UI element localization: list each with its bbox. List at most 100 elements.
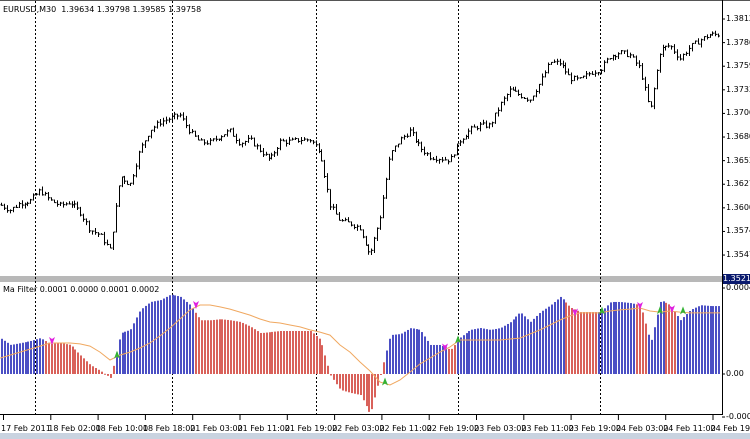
- histogram-bar: [101, 371, 103, 374]
- histogram-bar: [604, 308, 606, 374]
- histogram-bar: [172, 294, 174, 374]
- histogram-bar: [536, 315, 538, 374]
- histogram-bar: [122, 332, 124, 374]
- time-tick-label: 23 Feb 11:00: [521, 424, 574, 433]
- time-tick-label: 21 Feb 19:00: [284, 424, 338, 433]
- histogram-bar: [483, 328, 485, 374]
- histogram-bar: [710, 306, 712, 374]
- histogram-bar: [274, 331, 276, 374]
- histogram-bar: [586, 312, 588, 374]
- histogram-bar: [454, 345, 456, 374]
- histogram-bar: [513, 319, 515, 374]
- sell-arrow-icon: [442, 343, 448, 352]
- histogram-bar: [48, 342, 50, 374]
- histogram-bar: [686, 314, 688, 374]
- histogram-bar: [119, 339, 121, 374]
- price-tick-label: 1.36270: [726, 179, 750, 189]
- price-tick-label: 1.36005: [726, 202, 750, 212]
- histogram-bar: [718, 306, 720, 374]
- histogram-bar: [63, 343, 65, 374]
- histogram-bar: [236, 321, 238, 374]
- time-tick-label: 24 Feb 19:00: [710, 424, 750, 433]
- histogram-bar: [633, 303, 635, 374]
- histogram-bar: [474, 329, 476, 374]
- histogram-bar: [77, 352, 79, 374]
- histogram-bar: [183, 299, 185, 374]
- histogram-bar: [74, 349, 76, 374]
- buy-arrow-icon: [680, 306, 686, 315]
- histogram-bar: [180, 296, 182, 374]
- histogram-bar: [539, 313, 541, 374]
- price-tick-label: 1.36535: [726, 155, 750, 165]
- histogram-bar: [357, 374, 359, 395]
- histogram-bar: [636, 304, 638, 374]
- histogram-bar: [266, 332, 268, 374]
- histogram-bar: [321, 345, 323, 374]
- histogram-bar: [630, 303, 632, 374]
- histogram-bar: [307, 331, 309, 374]
- histogram-bar: [160, 300, 162, 374]
- histogram-bar: [301, 331, 303, 374]
- price-tick-label: 1.35740: [726, 226, 750, 236]
- histogram-bar: [610, 302, 612, 374]
- buy-arrow-icon: [382, 377, 388, 386]
- histogram-bar: [568, 305, 570, 374]
- histogram-bar: [251, 327, 253, 374]
- indicator-tick-label: -0.0002: [726, 412, 750, 421]
- pane-separator: [0, 276, 722, 282]
- indicator-values: 0.0001 0.0000 0.0001 0.0002: [39, 285, 160, 294]
- histogram-bar: [430, 344, 432, 374]
- histogram-bar: [545, 308, 547, 374]
- histogram-bar: [577, 310, 579, 374]
- histogram-bar: [515, 316, 517, 374]
- histogram-bar: [354, 374, 356, 394]
- histogram-bar: [639, 304, 641, 374]
- histogram-bar: [374, 374, 376, 398]
- time-tick-label: 22 Feb 19:00: [426, 424, 480, 433]
- histogram-bar: [574, 309, 576, 374]
- histogram-bar: [89, 364, 91, 374]
- histogram-bar: [410, 328, 412, 374]
- current-price-label: 1.35219: [723, 274, 750, 284]
- histogram-bar: [386, 350, 388, 374]
- histogram-bar: [583, 312, 585, 374]
- price-tick-label: 1.37860: [726, 37, 750, 47]
- histogram-bar: [657, 314, 659, 374]
- histogram-bar: [521, 313, 523, 374]
- histogram-bar: [507, 323, 509, 374]
- time-tick-label: 24 Feb 11:00: [663, 424, 716, 433]
- time-tick-label: 17 Feb 2011: [1, 424, 51, 433]
- histogram-bar: [45, 341, 47, 374]
- histogram-bar: [624, 302, 626, 374]
- histogram-bar: [704, 305, 706, 374]
- histogram-bar: [554, 302, 556, 374]
- histogram-bar: [715, 306, 717, 374]
- histogram-bar: [169, 295, 171, 374]
- histogram-bar: [4, 340, 6, 374]
- histogram-bar: [460, 337, 462, 374]
- indicator-tick-label: 0.00: [726, 369, 744, 378]
- histogram-bar: [663, 301, 665, 374]
- histogram-bar: [442, 345, 444, 374]
- indicator-readout: Ma Filter 0.0001 0.0000 0.0001 0.0002: [3, 285, 159, 295]
- histogram-bar: [489, 329, 491, 374]
- histogram-bar: [107, 374, 109, 376]
- histogram-bar: [316, 336, 318, 374]
- histogram-bar: [468, 331, 470, 374]
- time-tick-label: 23 Feb 03:00: [474, 424, 527, 433]
- histogram-bar: [692, 309, 694, 374]
- histogram-bar: [186, 301, 188, 374]
- histogram-bar: [30, 340, 32, 374]
- histogram-bar: [198, 317, 200, 374]
- histogram-bar: [201, 320, 203, 374]
- histogram-bar: [277, 331, 279, 374]
- indicator-name: Ma Filter: [3, 285, 38, 294]
- histogram-bar: [613, 301, 615, 374]
- histogram-bar: [263, 332, 265, 374]
- histogram-bar: [371, 374, 373, 410]
- histogram-bar: [145, 305, 147, 374]
- histogram-bar: [148, 303, 150, 374]
- histogram-bar: [707, 305, 709, 374]
- histogram-bar: [392, 334, 394, 374]
